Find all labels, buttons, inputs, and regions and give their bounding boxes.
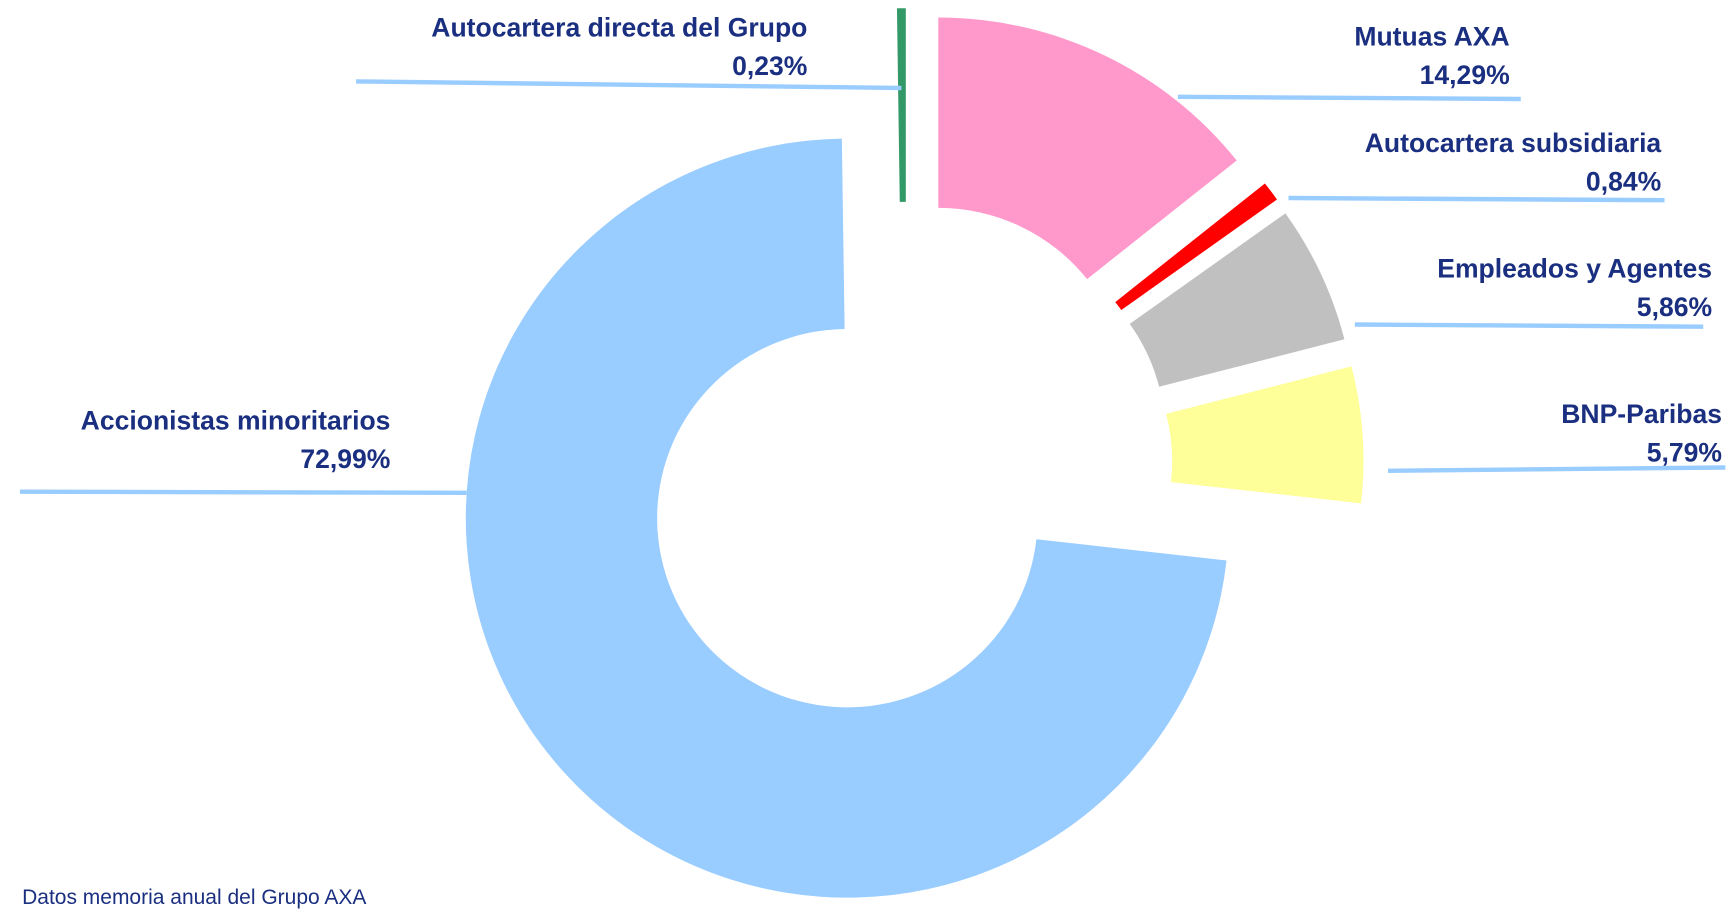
donut-slice: [1115, 183, 1278, 311]
leader-line: [19, 489, 467, 496]
slice-name: Autocartera directa del Grupo: [431, 13, 807, 43]
slice-name: Mutuas AXA: [1354, 22, 1509, 52]
slice-name: Autocartera subsidiaria: [1365, 128, 1662, 158]
plot: Datos memoria anual del Grupo AXA Mutuas…: [19, 8, 1726, 909]
donut-slice: [1166, 366, 1364, 504]
slice-value: 14,29%: [1420, 60, 1510, 90]
slice-value: 0,84%: [1586, 167, 1661, 197]
donut-slice: [465, 138, 1227, 898]
leader-line: [1177, 94, 1521, 102]
leader-line: [1388, 465, 1726, 473]
leader-line: [1288, 195, 1665, 203]
slice-name: Empleados y Agentes: [1437, 254, 1712, 284]
slice-name: BNP-Paribas: [1561, 399, 1722, 429]
donut-slice: [1129, 213, 1345, 387]
source-note: Datos memoria anual del Grupo AXA: [22, 886, 366, 909]
leader-line: [356, 79, 902, 91]
slice-value: 0,23%: [732, 51, 807, 81]
slice-value: 5,86%: [1637, 292, 1712, 322]
leader-line: [1354, 322, 1704, 329]
slice-value: 5,79%: [1647, 437, 1722, 467]
slice-name: Accionistas minoritarios: [81, 405, 391, 435]
donut-slice: [938, 17, 1237, 280]
slice-value: 72,99%: [300, 444, 390, 474]
donut-slice: [896, 8, 906, 202]
